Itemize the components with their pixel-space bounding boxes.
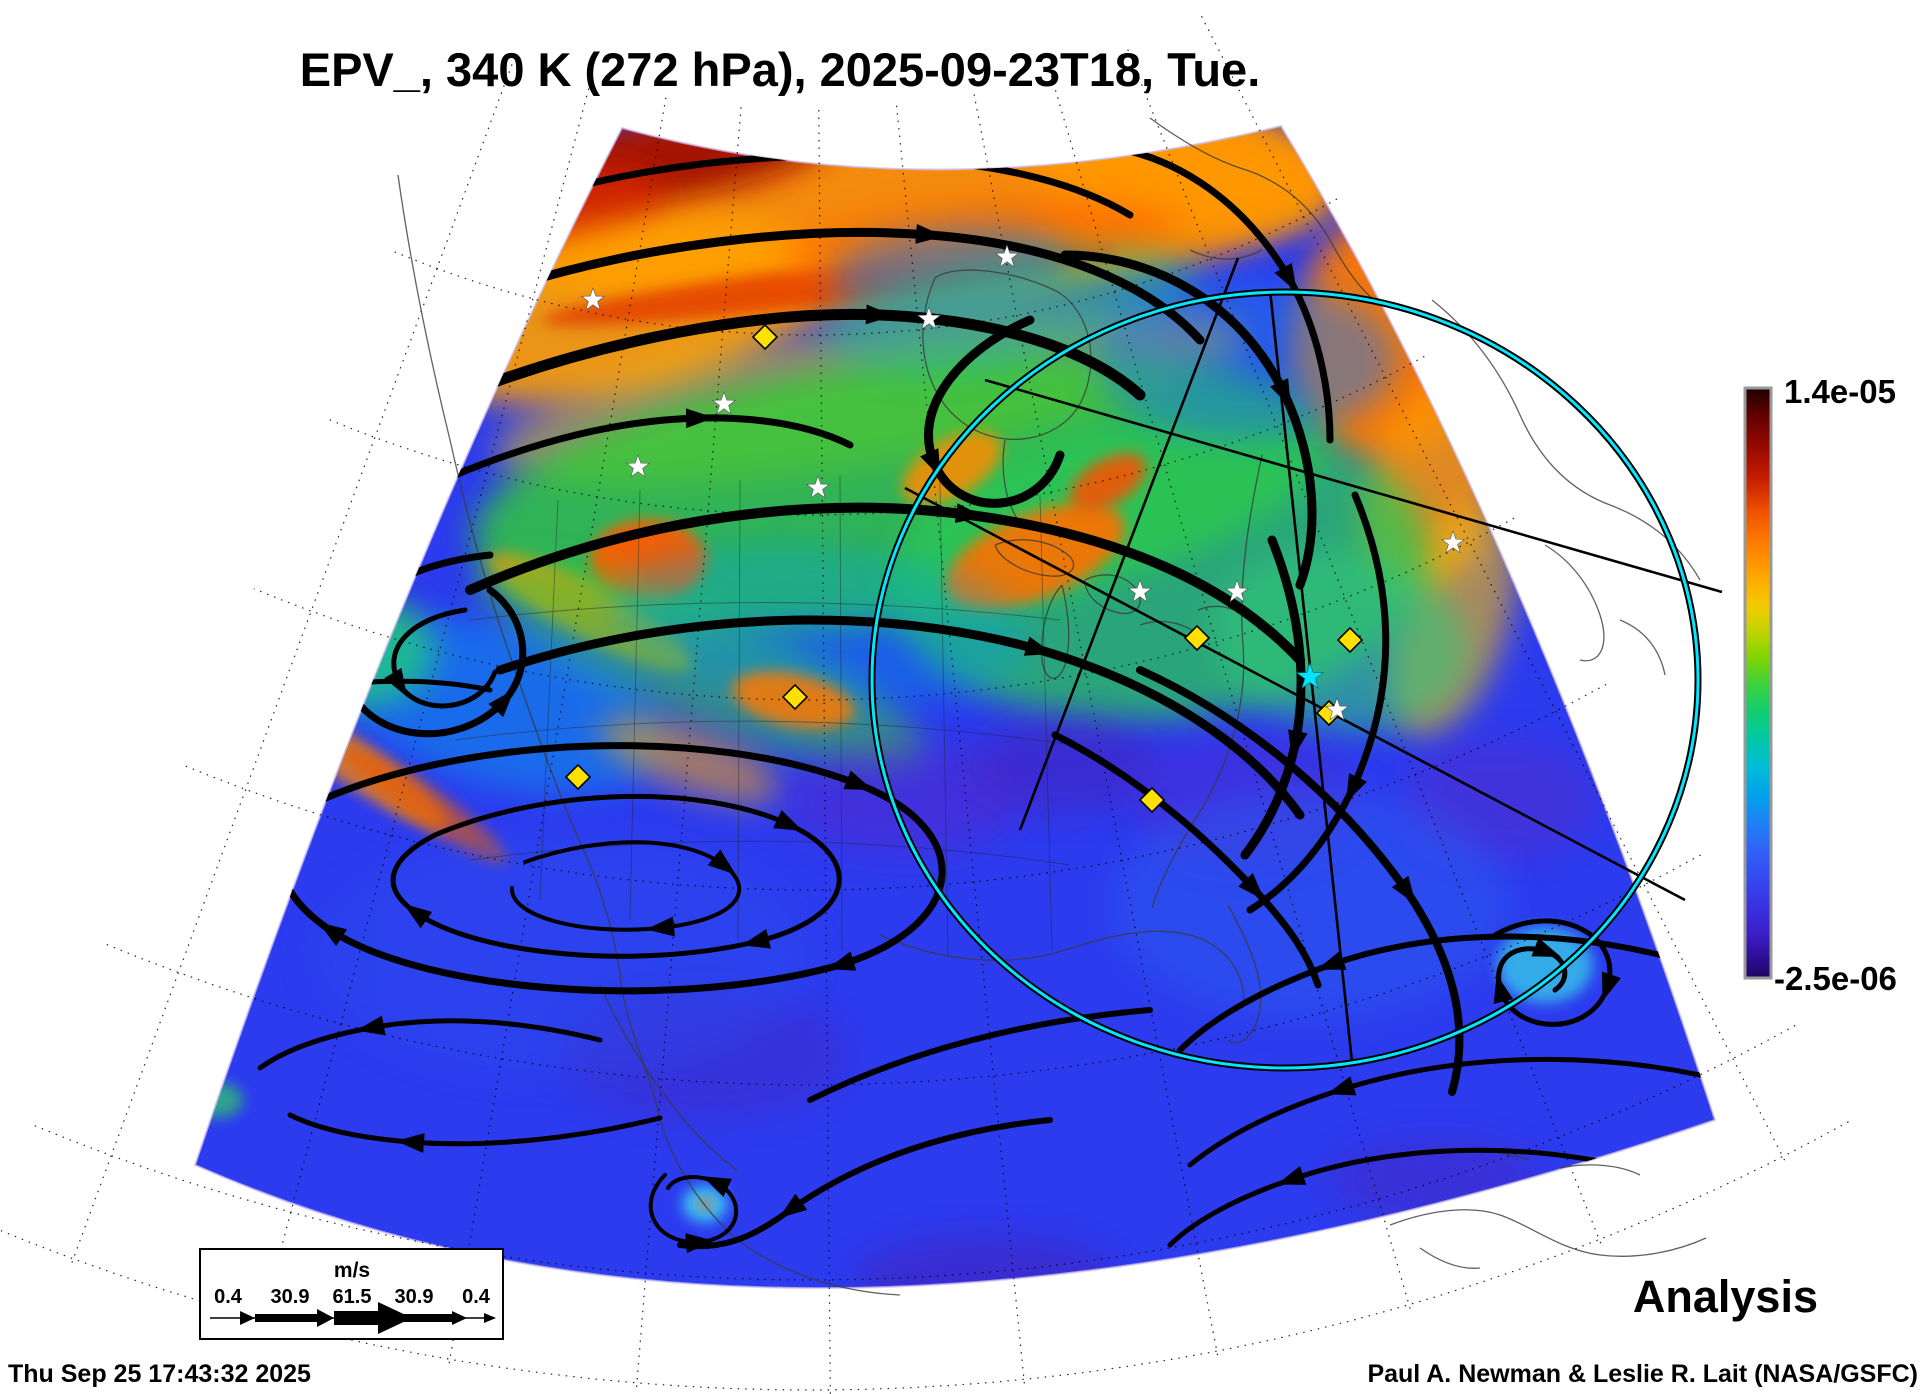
coastline [994, 539, 1075, 577]
coastline [1084, 574, 1141, 615]
wind-streamline [495, 223, 1205, 345]
wind-streamline [1136, 666, 1464, 1096]
section-line [904, 486, 1686, 902]
wind-streamline [390, 793, 842, 959]
creation-timestamp: Thu Sep 25 17:43:32 2025 [8, 1360, 311, 1388]
wind-streamline [648, 1173, 739, 1254]
wind-streamline [454, 304, 1146, 401]
wind-legend-tick: 0.4 [214, 1286, 243, 1308]
state-border [1039, 494, 1053, 951]
wind-legend-ticks: 0.4 30.9 61.5 30.9 0.4 [214, 1286, 491, 1308]
epv-blob [1095, 280, 1395, 440]
diamond-marker [781, 683, 809, 711]
section-line [1018, 257, 1240, 831]
coastline [922, 269, 1092, 440]
coastline [599, 984, 738, 1171]
wind-streamline [384, 607, 498, 709]
wind-streamline [807, 1007, 1153, 1103]
epv-blob [855, 1235, 1115, 1289]
coastline [1619, 619, 1666, 676]
wind-streamline [257, 1015, 603, 1071]
colorbar-gradient-bar [1743, 386, 1773, 980]
epv-blob [970, 717, 1160, 813]
cyan-star-marker [1295, 662, 1325, 690]
parallel-line [105, 854, 1701, 1086]
wind-streamline [278, 742, 946, 995]
wind-legend-tick: 0.4 [462, 1286, 491, 1308]
credit-label: Paul A. Newman & Leslie R. Lait (NASA/GS… [1367, 1360, 1918, 1388]
coastline [1149, 117, 1381, 306]
wind-legend-tick: 30.9 [395, 1286, 434, 1308]
wind-streamline [1492, 918, 1621, 1027]
wind-legend-tick: 30.9 [271, 1286, 310, 1308]
wind-streamline [1051, 731, 1322, 989]
wind-streamline [495, 615, 1305, 820]
colorbar-max-label: 1.4e-05 [1784, 373, 1896, 410]
wind-legend-arrow-glyph [210, 1302, 496, 1334]
coastline [1041, 584, 1070, 679]
colorbar-min-label: -2.5e-06 [1774, 960, 1897, 997]
state-border [454, 720, 1076, 746]
page-title: EPV_, 340 K (272 hPa), 2025-09-23T18, Tu… [300, 43, 1261, 96]
coastline [1151, 454, 1263, 909]
wind-streamline [1187, 1056, 1703, 1168]
wind-streamline [1240, 535, 1308, 860]
parallel-line [393, 198, 1338, 336]
coastline [1002, 439, 1019, 521]
site-markers-layer [564, 244, 1466, 814]
wind-streamline [1246, 491, 1390, 914]
coastline [1389, 1209, 1707, 1257]
epv-blob [610, 543, 1030, 707]
wind-streamline [509, 840, 742, 937]
diamond-marker [751, 323, 779, 351]
wind-streamline [920, 315, 1065, 508]
colorbar: 1.4e-05 -2.5e-06 [1743, 373, 1897, 997]
parallel-line [30, 1024, 1796, 1281]
star-marker [805, 475, 831, 499]
epv-blob [1070, 453, 1146, 511]
diamond-marker [564, 763, 592, 791]
star-marker [916, 306, 942, 330]
diamond-marker [1138, 786, 1166, 814]
star-marker [1440, 530, 1466, 554]
coastline [1544, 544, 1605, 662]
state-border [469, 602, 1061, 621]
wind-streamline [451, 408, 854, 479]
star-marker [580, 287, 606, 311]
star-marker [1324, 697, 1350, 721]
coastline [1419, 1247, 1481, 1269]
coastline [879, 930, 1245, 1009]
state-border [939, 479, 949, 956]
coastline [1189, 249, 1263, 260]
parallel-line [253, 517, 1515, 701]
wind-streamline [1121, 146, 1334, 444]
wind-legend-tick: 61.5 [333, 1286, 372, 1308]
wind-legend-unit: m/s [334, 1259, 370, 1282]
wind-streamline [465, 502, 1305, 665]
epv-blob [195, 1082, 243, 1118]
wind-speed-legend: m/s 0.4 30.9 61.5 30.9 0.4 [199, 1248, 504, 1340]
wind-streamline [287, 1112, 663, 1154]
section-line [984, 378, 1723, 594]
analysis-label: Analysis [1633, 1271, 1818, 1322]
wind-streamline [1167, 1147, 1643, 1248]
star-marker [1224, 579, 1250, 603]
coastline [1227, 904, 1262, 1044]
diamond-marker [1336, 626, 1364, 654]
star-marker [994, 244, 1020, 268]
star-marker [625, 454, 651, 478]
coastline [1431, 299, 1701, 581]
star-marker [1127, 579, 1153, 603]
range-circle [870, 290, 1700, 1070]
diamond-marker [1183, 624, 1211, 652]
star-marker [711, 391, 737, 415]
range-circle-overlay [868, 288, 1702, 1072]
